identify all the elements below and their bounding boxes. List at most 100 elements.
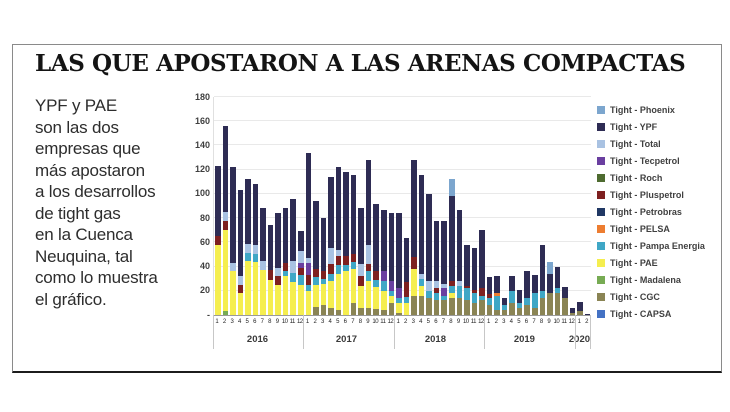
- bar-segment: [230, 262, 236, 272]
- legend-label: Tight - Roch: [610, 172, 663, 183]
- bar-segment: [388, 290, 395, 296]
- bar-segment: [569, 307, 576, 313]
- month-label: 4: [237, 319, 241, 325]
- month-label: 4: [328, 319, 332, 325]
- month-label: 8: [449, 319, 453, 325]
- bar-segment: [343, 255, 349, 266]
- bar-segment: [320, 305, 327, 315]
- bar-column: [576, 97, 584, 315]
- legend-item: Tight - PAE: [597, 254, 717, 271]
- bar-segment: [252, 254, 259, 262]
- y-tick-label: 120: [194, 164, 210, 175]
- bar-segment: [501, 298, 508, 306]
- bar-segment: [305, 290, 312, 315]
- gridline: [214, 289, 591, 291]
- bar-segment: [584, 313, 591, 315]
- legend-label: Tight - CGC: [610, 291, 660, 302]
- y-tick-label: 40: [199, 261, 210, 272]
- bar-segment: [282, 276, 289, 315]
- bar-column: [259, 97, 267, 315]
- year-label: 2017: [335, 334, 358, 345]
- bar-column: [289, 97, 297, 315]
- year-separator: [213, 315, 214, 349]
- year-label: 2016: [246, 334, 269, 345]
- bar-segment: [260, 260, 266, 271]
- bar-segment: [539, 290, 546, 299]
- legend-label: Tight - Tecpetrol: [610, 155, 680, 166]
- gridline: [214, 96, 591, 97]
- bar-column: [546, 97, 554, 315]
- bar-segment: [365, 264, 372, 272]
- bar-segment: [403, 237, 410, 283]
- bar-segment: [569, 312, 576, 315]
- bar-segment: [441, 283, 447, 289]
- bar-segment: [547, 273, 553, 294]
- month-label: 11: [561, 319, 567, 325]
- bar-segment: [554, 293, 561, 315]
- legend-swatch: [597, 139, 605, 148]
- bar-segment: [373, 308, 380, 315]
- bar-segment: [320, 278, 327, 284]
- legend-label: Tight - Pluspetrol: [610, 189, 684, 200]
- gridline: [214, 192, 591, 194]
- month-label: 4: [509, 319, 513, 325]
- bar-segment: [448, 285, 455, 294]
- bar-column: [380, 97, 388, 315]
- bar-segment: [411, 160, 417, 257]
- bar-segment: [328, 248, 334, 265]
- year-separator: [574, 315, 576, 349]
- bar-segment: [396, 288, 402, 299]
- bar-segment: [290, 282, 297, 315]
- bar-segment: [516, 307, 523, 315]
- bar-segment: [373, 279, 380, 288]
- bar-segment: [547, 261, 553, 274]
- bar-segment: [448, 179, 455, 197]
- bar-segment: [282, 208, 289, 263]
- bar-segment: [486, 277, 493, 295]
- bar-column: [350, 97, 358, 315]
- year-separator: [590, 315, 591, 349]
- bar-segment: [396, 298, 402, 303]
- bar-series-container: [214, 97, 591, 315]
- bar-segment: [539, 244, 546, 291]
- legend-item: Tight - Pluspetrol: [597, 186, 717, 203]
- bar-segment: [335, 310, 342, 315]
- bar-segment: [282, 262, 289, 272]
- month-label: 10: [462, 319, 469, 325]
- bar-segment: [343, 172, 349, 256]
- bar-segment: [547, 293, 553, 315]
- month-label: 2: [313, 319, 317, 325]
- month-label: 5: [245, 319, 249, 325]
- bar-column: [523, 97, 531, 315]
- bar-segment: [433, 293, 440, 301]
- bar-segment: [237, 190, 244, 277]
- bar-segment: [539, 298, 546, 315]
- bar-segment: [441, 300, 447, 315]
- bar-column: [478, 97, 486, 315]
- bar-segment: [245, 243, 251, 254]
- bar-segment: [365, 244, 372, 265]
- legend-label: Tight - PAE: [610, 257, 658, 268]
- bar-column: [305, 97, 313, 315]
- bar-column: [561, 97, 569, 315]
- bar-segment: [215, 166, 221, 237]
- bar-segment: [230, 271, 236, 315]
- bar-column: [312, 97, 320, 315]
- bar-segment: [418, 174, 425, 274]
- gridline: [214, 144, 591, 146]
- bar-segment: [456, 298, 463, 315]
- bar-segment: [471, 248, 478, 290]
- bar-column: [274, 97, 282, 315]
- bar-segment: [486, 298, 493, 306]
- bar-segment: [381, 281, 387, 291]
- bar-column: [237, 97, 245, 315]
- bar-column: [222, 97, 230, 315]
- bar-column: [471, 97, 479, 315]
- month-label: 9: [547, 319, 551, 325]
- bar-column: [365, 97, 373, 315]
- bar-column: [388, 97, 396, 315]
- bar-segment: [313, 277, 319, 285]
- month-label: 6: [343, 319, 347, 325]
- bar-segment: [433, 281, 440, 289]
- month-label: 5: [517, 319, 521, 325]
